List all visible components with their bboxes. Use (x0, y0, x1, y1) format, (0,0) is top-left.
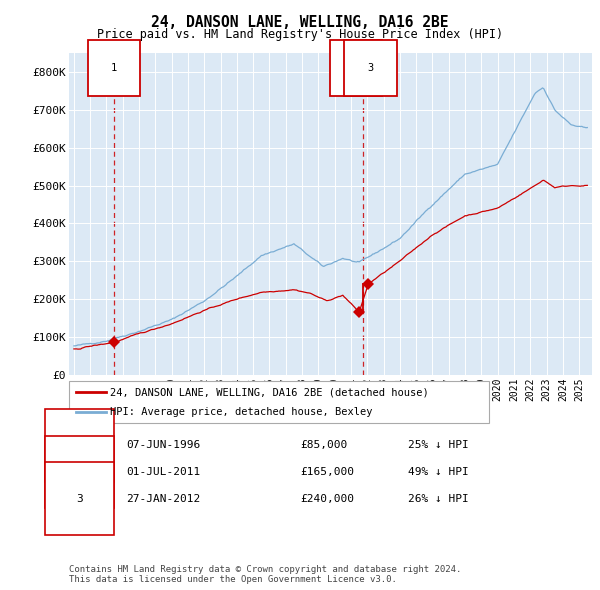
Text: 49% ↓ HPI: 49% ↓ HPI (408, 467, 469, 477)
Text: 27-JAN-2012: 27-JAN-2012 (126, 494, 200, 503)
Text: Price paid vs. HM Land Registry's House Price Index (HPI): Price paid vs. HM Land Registry's House … (97, 28, 503, 41)
Text: 2: 2 (76, 467, 83, 477)
Text: 2: 2 (353, 63, 359, 73)
Text: Contains HM Land Registry data © Crown copyright and database right 2024.
This d: Contains HM Land Registry data © Crown c… (69, 565, 461, 584)
Text: 3: 3 (367, 63, 374, 73)
Text: 24, DANSON LANE, WELLING, DA16 2BE: 24, DANSON LANE, WELLING, DA16 2BE (151, 15, 449, 30)
Text: £240,000: £240,000 (300, 494, 354, 503)
Text: 01-JUL-2011: 01-JUL-2011 (126, 467, 200, 477)
Text: £165,000: £165,000 (300, 467, 354, 477)
Text: HPI: Average price, detached house, Bexley: HPI: Average price, detached house, Bexl… (110, 408, 372, 417)
Text: 25% ↓ HPI: 25% ↓ HPI (408, 441, 469, 450)
Text: 24, DANSON LANE, WELLING, DA16 2BE (detached house): 24, DANSON LANE, WELLING, DA16 2BE (deta… (110, 388, 428, 398)
Text: £85,000: £85,000 (300, 441, 347, 450)
Text: 07-JUN-1996: 07-JUN-1996 (126, 441, 200, 450)
Text: 3: 3 (76, 494, 83, 503)
Text: 26% ↓ HPI: 26% ↓ HPI (408, 494, 469, 503)
Text: 1: 1 (110, 63, 117, 73)
Text: 1: 1 (76, 441, 83, 450)
